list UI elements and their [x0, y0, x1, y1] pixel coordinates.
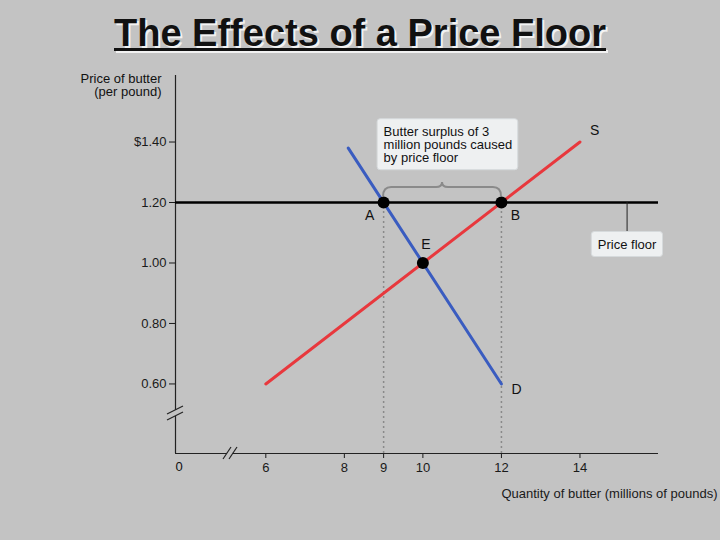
svg-text:1.20: 1.20 — [141, 195, 166, 210]
svg-text:A: A — [365, 207, 375, 223]
svg-text:D: D — [511, 381, 521, 397]
svg-text:0: 0 — [176, 459, 183, 474]
svg-text:1.00: 1.00 — [141, 255, 166, 270]
svg-text:Butter surplus of 3million pou: Butter surplus of 3million pounds caused… — [384, 124, 513, 165]
svg-text:6: 6 — [262, 460, 269, 475]
svg-text:S: S — [590, 122, 599, 138]
svg-text:10: 10 — [416, 460, 430, 475]
svg-text:14: 14 — [573, 460, 587, 475]
html-text:The Effects of a Price Floor: The Effects of a Price Floor — [114, 12, 606, 54]
svg-text:Quantity of butter (millions o: Quantity of butter (millions of pounds) — [501, 486, 717, 501]
svg-text:0.80: 0.80 — [141, 316, 166, 331]
svg-text:12: 12 — [494, 460, 508, 475]
svg-text:8: 8 — [341, 460, 348, 475]
svg-text:9: 9 — [380, 460, 387, 475]
svg-text:E: E — [421, 236, 430, 252]
svg-text:$1.40: $1.40 — [134, 134, 167, 149]
svg-text:0.60: 0.60 — [141, 376, 166, 391]
svg-text:B: B — [511, 207, 520, 223]
svg-text:Price floor: Price floor — [598, 237, 657, 252]
svg-text:Price of butter(per pound): Price of butter(per pound) — [81, 71, 163, 99]
